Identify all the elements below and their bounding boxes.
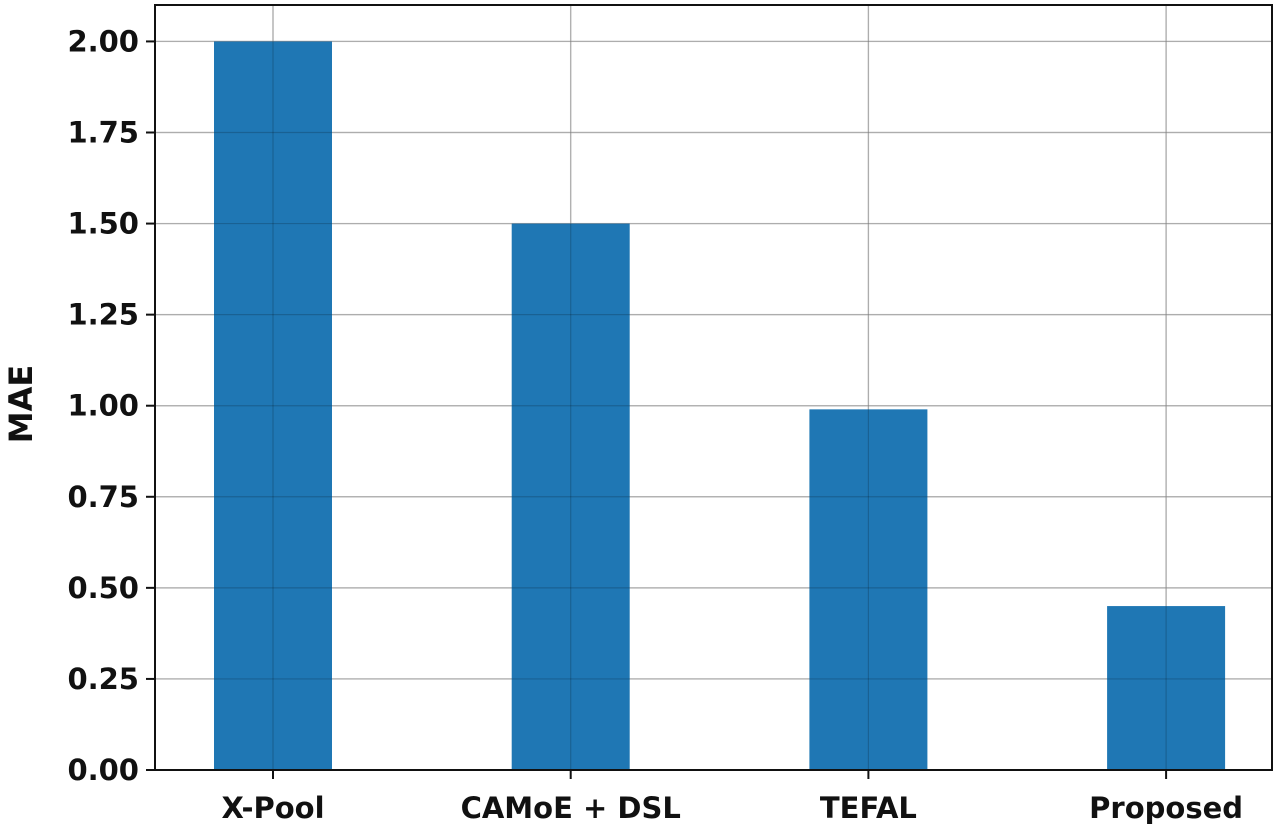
y-tick-label: 0.25 [67,662,139,696]
y-tick-label: 1.50 [67,207,139,241]
axis-ticks [146,40,1168,779]
grid-lines-over-bars [155,5,1272,771]
plot-frame [154,4,1273,771]
bar-proposed [1107,606,1226,770]
y-tick-label: 0.00 [67,753,139,787]
y-axis-label: MAE [2,365,40,443]
y-tick-label: 1.00 [67,389,139,423]
y-tick-label: 1.75 [67,116,139,150]
bars [214,41,1226,771]
y-tick-label: 2.00 [67,24,139,58]
y-tick-labels: 0.00 0.25 0.50 0.75 1.00 1.25 1.50 1.75 2.00 [67,24,139,787]
bar-tefal [809,409,928,770]
y-tick-label: 0.50 [67,571,139,605]
bar-x-pool [214,41,332,770]
y-tick-label: 0.75 [67,480,139,514]
x-tick-label: CAMoE + DSL [461,791,681,825]
bar-camoe-dsl [511,223,630,771]
x-tick-labels: X-Pool CAMoE + DSL TEFAL Proposed [221,791,1243,825]
y-tick-label: 1.25 [67,298,139,332]
x-tick-label: TEFAL [820,791,917,825]
x-tick-label: Proposed [1089,791,1243,825]
x-tick-label: X-Pool [221,791,324,825]
